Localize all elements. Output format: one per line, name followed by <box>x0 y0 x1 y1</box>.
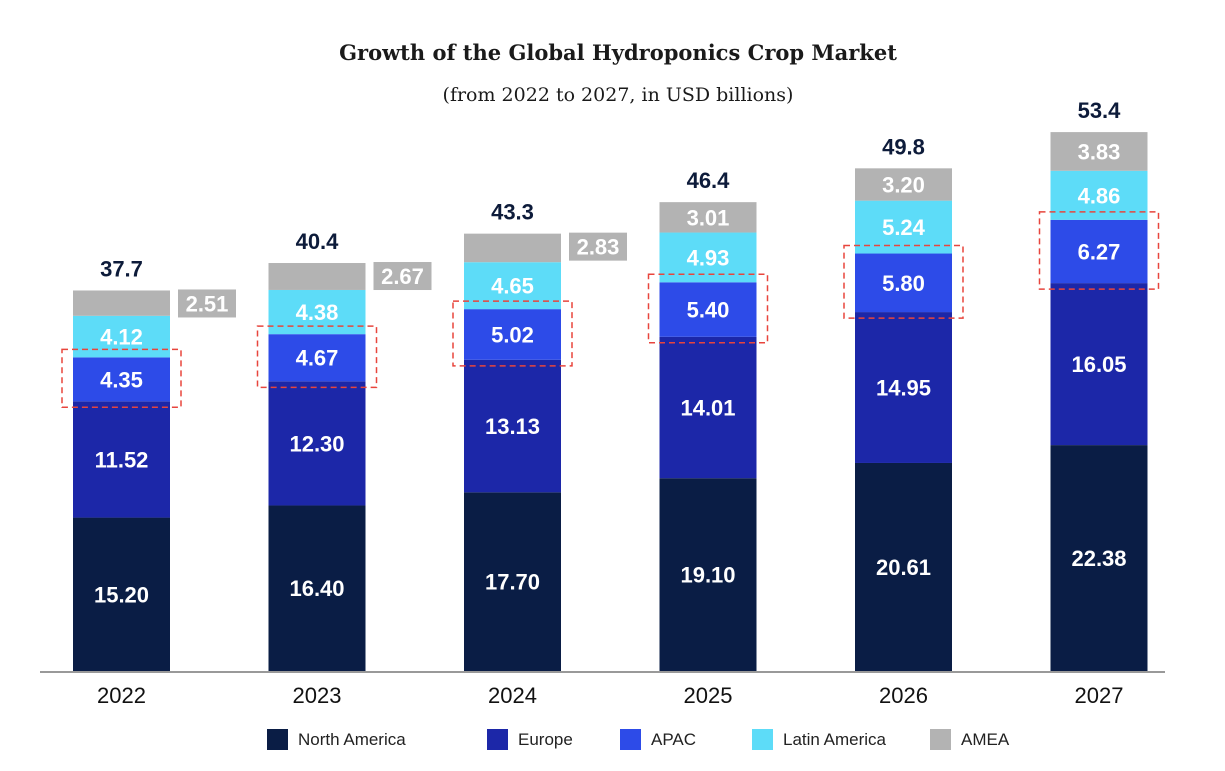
data-label-amea-2026: 3.20 <box>882 172 925 197</box>
bar-segment-north-america-2026 <box>855 462 952 671</box>
bar-segment-europe-2027 <box>1050 283 1148 446</box>
data-label-north-america-2022: 15.20 <box>94 582 149 607</box>
data-label-north-america-2027: 22.38 <box>1071 546 1126 571</box>
bar-segment-apac-2022 <box>73 357 170 402</box>
bar-segment-north-america-2022 <box>73 517 170 671</box>
total-label-2023: 40.4 <box>296 229 340 254</box>
highlight-box-2026 <box>843 244 964 319</box>
data-label-latin-america-2022: 4.12 <box>100 325 143 350</box>
data-label-apac-2025: 5.40 <box>687 298 730 323</box>
x-tick-2026: 2026 <box>879 683 928 708</box>
legend-swatch-amea <box>930 729 951 750</box>
x-axis-ticks: 2022 2023 2024 2025 2026 2027 <box>97 683 1123 708</box>
legend-label-apac: APAC <box>651 730 696 749</box>
x-tick-2024: 2024 <box>488 683 537 708</box>
x-tick-2023: 2023 <box>293 683 342 708</box>
data-label-apac-2027: 6.27 <box>1078 239 1121 264</box>
data-label-amea-2027: 3.83 <box>1078 139 1121 164</box>
highlight-group <box>61 211 1160 409</box>
data-label-apac-2022: 4.35 <box>100 367 143 392</box>
legend-label-latin-america: Latin America <box>783 730 887 749</box>
data-label-north-america-2025: 19.10 <box>680 563 735 588</box>
total-label-2027: 53.4 <box>1078 98 1122 123</box>
x-tick-2027: 2027 <box>1075 683 1124 708</box>
bar-segment-europe-2022 <box>73 401 170 518</box>
data-label-europe-2027: 16.05 <box>1071 352 1126 377</box>
bars-group: 15.20 11.52 4.35 4.12 2.51 37.7 16.40 12.30 4.67… <box>73 98 1148 671</box>
bar-segment-europe-2026 <box>855 312 952 463</box>
bar-segment-apac-2027 <box>1050 219 1148 284</box>
total-label-2025: 46.4 <box>687 168 731 193</box>
legend-swatch-north-america <box>267 729 288 750</box>
bar-segment-latin-america-2026 <box>855 200 952 254</box>
total-label-2022: 37.7 <box>100 256 143 281</box>
bar-segment-apac-2024 <box>464 309 561 360</box>
bar-segment-latin-america-2022 <box>73 315 170 358</box>
x-tick-2022: 2022 <box>97 683 146 708</box>
data-label-latin-america-2026: 5.24 <box>882 215 926 240</box>
legend-label-europe: Europe <box>518 730 573 749</box>
legend-label-north-america: North America <box>298 730 406 749</box>
data-label-europe-2025: 14.01 <box>680 396 735 421</box>
bar-segment-amea-2024 <box>464 233 561 263</box>
bar-segment-amea-2022 <box>73 290 170 316</box>
legend: North America Europe APAC Latin America AMEA <box>267 729 1010 750</box>
data-label-apac-2024: 5.02 <box>491 322 534 347</box>
data-label-latin-america-2023: 4.38 <box>296 300 339 325</box>
highlight-box-2024 <box>452 300 573 367</box>
data-label-amea-2024: 2.83 <box>577 235 620 260</box>
bar-segment-amea-2023 <box>268 263 366 290</box>
data-label-europe-2024: 13.13 <box>485 414 540 439</box>
data-label-north-america-2023: 16.40 <box>289 576 344 601</box>
data-label-latin-america-2025: 4.93 <box>687 245 730 270</box>
x-tick-2025: 2025 <box>684 683 733 708</box>
bar-segment-apac-2026 <box>855 253 952 313</box>
bar-segment-europe-2025 <box>659 336 757 479</box>
data-label-europe-2023: 12.30 <box>289 431 344 456</box>
total-label-2026: 49.8 <box>882 134 925 159</box>
bar-segment-apac-2025 <box>659 282 757 337</box>
chart-subtitle: (from 2022 to 2027, in USD billions) <box>443 84 794 106</box>
bar-segment-europe-2024 <box>464 359 561 493</box>
bar-segment-amea-2027 <box>1050 132 1148 171</box>
bar-segment-north-america-2023 <box>268 505 366 671</box>
chart-title: Growth of the Global Hydroponics Crop Ma… <box>339 40 897 65</box>
bar-segment-north-america-2027 <box>1050 445 1148 671</box>
data-label-north-america-2026: 20.61 <box>876 555 931 580</box>
amea-label-box-2024 <box>569 232 627 261</box>
data-label-latin-america-2024: 4.65 <box>491 274 534 299</box>
bar-segment-amea-2025 <box>659 202 757 233</box>
bar-segment-north-america-2025 <box>659 478 757 671</box>
total-label-2024: 43.3 <box>491 200 534 225</box>
bar-segment-amea-2026 <box>855 168 952 201</box>
highlight-box-2022 <box>61 348 182 409</box>
legend-swatch-europe <box>487 729 508 750</box>
bar-segment-europe-2023 <box>268 381 366 506</box>
bar-segment-north-america-2024 <box>464 492 561 671</box>
data-label-europe-2026: 14.95 <box>876 376 931 401</box>
data-label-amea-2023: 2.67 <box>381 264 424 289</box>
data-label-apac-2026: 5.80 <box>882 271 925 296</box>
data-label-amea-2025: 3.01 <box>687 205 730 230</box>
highlight-box-2025 <box>647 273 769 344</box>
amea-label-box-2023 <box>373 262 432 291</box>
amea-label-box-2022 <box>178 289 236 318</box>
data-label-north-america-2024: 17.70 <box>485 570 540 595</box>
legend-swatch-apac <box>620 729 641 750</box>
highlight-box-2027 <box>1038 211 1160 290</box>
data-label-latin-america-2027: 4.86 <box>1078 183 1121 208</box>
data-label-europe-2022: 11.52 <box>95 447 149 472</box>
data-label-amea-2022: 2.51 <box>186 291 229 316</box>
legend-label-amea: AMEA <box>961 730 1010 749</box>
bar-segment-apac-2023 <box>268 334 366 382</box>
data-label-apac-2023: 4.67 <box>296 346 339 371</box>
legend-swatch-latin-america <box>752 729 773 750</box>
